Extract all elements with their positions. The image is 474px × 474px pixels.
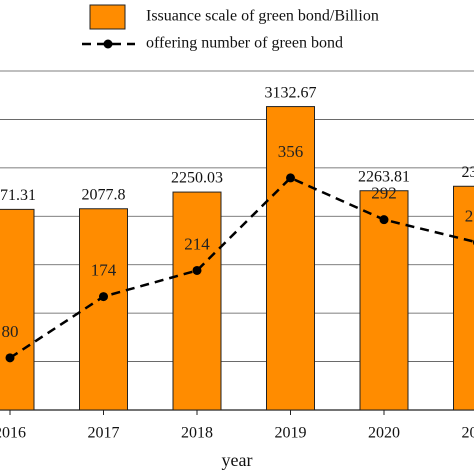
line-point [5,353,15,363]
line [9,176,474,359]
line-value-label: 356 [278,142,304,161]
bar [453,185,474,411]
x-tick-label: 2018 [181,425,213,442]
line-value-label: 174 [91,260,117,279]
legend-label: offering number of green bond [146,35,343,52]
bar [79,208,128,411]
x-tick-label: 2016 [0,425,26,442]
bar-value-label: 2077.8 [82,186,126,203]
legend-label: Issuance scale of green bond/Billion [146,8,379,25]
bar [0,208,35,411]
bar-value-label: 2250.03 [171,170,223,187]
legend-swatch [89,4,126,30]
bar-value-label: 3132.67 [265,84,317,101]
line-value-label: 257 [465,206,474,225]
line-point [192,265,202,275]
x-tick-label: 2017 [88,425,120,442]
bar-value-label: 2310 [462,164,474,181]
line-value-label: 80 [2,322,19,341]
line-point [286,173,295,183]
line-value-label: 214 [184,234,210,253]
bar [266,106,315,411]
x-axis-label: year [222,450,253,470]
x-tick-label: 2019 [275,425,307,442]
legend-swatch [103,39,113,49]
x-tick-label: 2021 [462,425,474,442]
x-tick-label: 2020 [368,425,400,442]
bar [172,191,222,411]
bar-value-label: 2263.81 [358,168,410,185]
line-point [379,215,389,225]
line-value-label: 292 [371,184,397,203]
line-point [99,292,108,302]
bar [359,190,409,411]
